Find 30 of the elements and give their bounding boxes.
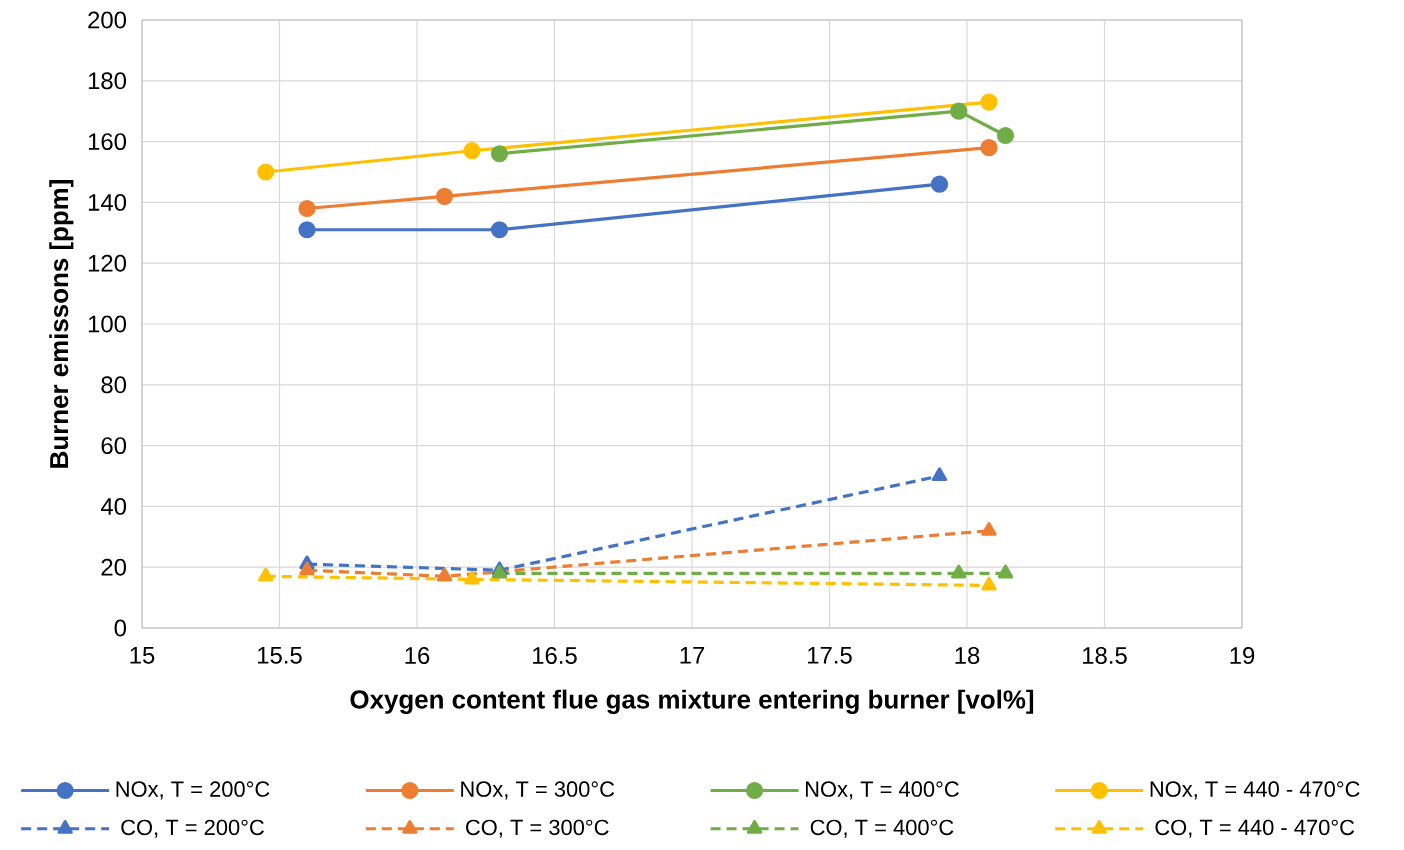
y-tick-label: 0: [114, 619, 127, 637]
x-tick-label: 19: [1230, 647, 1255, 664]
y-tick-label: 180: [88, 72, 127, 90]
y-tick-label: 140: [88, 193, 127, 211]
y-tick-label: 200: [88, 11, 127, 29]
legend-label: NOx, T = 400°C: [805, 781, 959, 800]
x-tick-label: 15.5: [258, 647, 302, 664]
legend-label: CO, T = 400°C: [810, 819, 954, 838]
legend-label: CO, T = 440 - 470°C: [1155, 819, 1355, 838]
legend-label: NOx, T = 200°C: [116, 781, 270, 800]
x-tick-label: 16.5: [533, 647, 577, 664]
legend-label: NOx, T = 440 - 470°C: [1150, 781, 1360, 800]
x-tick-label: 15: [130, 647, 155, 664]
x-axis-title: Oxygen content flue gas mixture entering burner [vol%]: [350, 689, 1034, 714]
x-tick-label: 17.5: [808, 647, 852, 664]
y-tick-label: 120: [88, 254, 127, 272]
x-tick-label: 17: [680, 647, 705, 664]
y-tick-label: 40: [100, 497, 127, 515]
y-tick-label: 100: [88, 315, 127, 333]
y-tick-label: 20: [101, 558, 127, 576]
y-axis-title: Burner emissons [ppm]: [49, 180, 74, 468]
x-tick-label: 16: [405, 647, 430, 664]
x-tick-label: 18.5: [1083, 647, 1127, 664]
y-tick-label: 80: [101, 376, 127, 394]
x-tick-label: 18: [955, 647, 980, 664]
legend-label: CO, T = 300°C: [466, 819, 609, 838]
legend-label: NOx, T = 300°C: [461, 781, 615, 800]
y-tick-label: 160: [88, 133, 127, 151]
y-tick-label: 60: [101, 437, 127, 455]
legend-label: CO, T = 200°C: [121, 819, 264, 838]
